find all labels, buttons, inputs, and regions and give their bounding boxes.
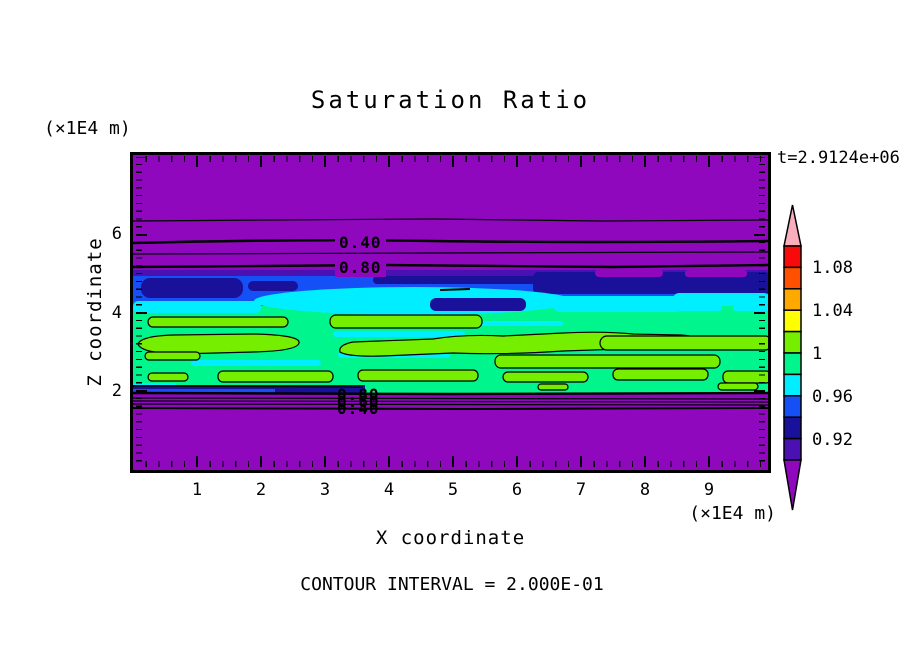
contour-line-080-top (133, 263, 768, 269)
colorbar-seg-chartreuse (783, 330, 802, 354)
cyan-streak-left (133, 301, 261, 313)
cyan-streak-4 (473, 321, 563, 326)
chartreuse-blob-2 (329, 314, 483, 329)
x-tick-label-3: 3 (319, 480, 331, 500)
navy-mid-strip (373, 276, 543, 284)
contour-edge-bottom (133, 385, 364, 388)
contour-label-bottom-060: 0.60 (337, 392, 380, 411)
chartreuse-blob-10 (357, 369, 479, 382)
cyan-streak-6 (191, 360, 321, 366)
colorbar-label-108: 1.08 (812, 258, 853, 278)
contour-label-bottom-040: 0.40 (337, 399, 380, 418)
x-axis-title: X coordinate (375, 527, 526, 549)
colorbar-seg-orangered (783, 266, 802, 290)
colorbar-label-104: 1.04 (812, 301, 853, 321)
x-tick-label-4: 4 (383, 480, 395, 500)
contour-plot-canvas (133, 155, 768, 470)
contour-line-060-top (133, 251, 768, 255)
navy-blob-left (141, 278, 243, 298)
contour-line-040-top (133, 239, 768, 245)
colorbar-seg-yellow (783, 309, 802, 333)
colorbar-label-100: 1 (812, 344, 823, 364)
chartreuse-blob-11 (502, 371, 589, 383)
purple-patch-right-1 (595, 269, 663, 277)
colorbar-seg-springgreen (783, 352, 802, 376)
contour-line-050-bottom (133, 400, 768, 403)
colorbar (783, 204, 802, 511)
colorbar-seg-cyan (783, 373, 802, 397)
cyan-streak-3 (333, 331, 465, 337)
chartreuse-blob-1 (147, 316, 289, 328)
chartreuse-blob-6 (494, 354, 721, 369)
contour-line-020-bottom (133, 407, 768, 411)
x-tick-label-8: 8 (639, 480, 651, 500)
colorbar-seg-red (783, 245, 802, 269)
time-annotation: t=2.9124e+06 (777, 148, 900, 168)
x-tick-label-2: 2 (255, 480, 267, 500)
chartreuse-speck-3 (537, 383, 569, 391)
x-tick-label-5: 5 (447, 480, 459, 500)
colorbar-label-096: 0.96 (812, 387, 853, 407)
contour-line-080-bottom (133, 391, 768, 396)
y-tick-label-4: 4 (111, 303, 122, 323)
y-axis-unit-label: (×1E4 m) (44, 118, 131, 139)
chartreuse-blob-12 (612, 368, 709, 381)
colorbar-under-arrow (783, 459, 802, 511)
navy-band-right (533, 272, 768, 294)
contour-line-060-bottom (133, 397, 768, 400)
contour-label-top-080: 0.80 (335, 258, 386, 277)
colorbar-over-arrow (783, 204, 802, 247)
colorbar-label-092: 0.92 (812, 430, 853, 450)
contour-label-top-040: 0.40 (335, 233, 386, 252)
cyan-strip-right (673, 293, 768, 306)
contour-line-040-bottom (133, 403, 768, 406)
chartreuse-blob-8 (147, 372, 189, 382)
colorbar-seg-orange (783, 288, 802, 311)
purple-patch-right-2 (685, 270, 747, 277)
contour-label-bottom-080: 0.80 (337, 385, 380, 404)
y-tick-label-2: 2 (111, 381, 122, 401)
page-title: Saturation Ratio (310, 86, 591, 114)
chartreuse-blob-9 (217, 370, 334, 383)
cyan-streak-1 (600, 304, 722, 311)
navy-blob-left-small (248, 281, 298, 291)
blue-bottom-strip (133, 389, 275, 393)
colorbar-seg-navy (783, 416, 802, 440)
colorbar-seg-indigo (783, 437, 802, 461)
y-tick-label-6: 6 (111, 224, 122, 244)
x-axis-unit-label: (×1E4 m) (689, 503, 776, 524)
contour-dash-center (439, 288, 471, 291)
colorbar-seg-blue (783, 395, 802, 418)
navy-core-center (430, 298, 526, 311)
x-tick-label-1: 1 (191, 480, 203, 500)
plot-frame (130, 152, 771, 473)
chartreuse-blob-5 (599, 335, 768, 351)
x-tick-label-7: 7 (575, 480, 587, 500)
x-tick-label-9: 9 (703, 480, 715, 500)
contour-interval-note: CONTOUR INTERVAL = 2.000E-01 (300, 574, 604, 595)
contour-line-020-top (133, 218, 768, 222)
x-tick-label-6: 6 (511, 480, 523, 500)
